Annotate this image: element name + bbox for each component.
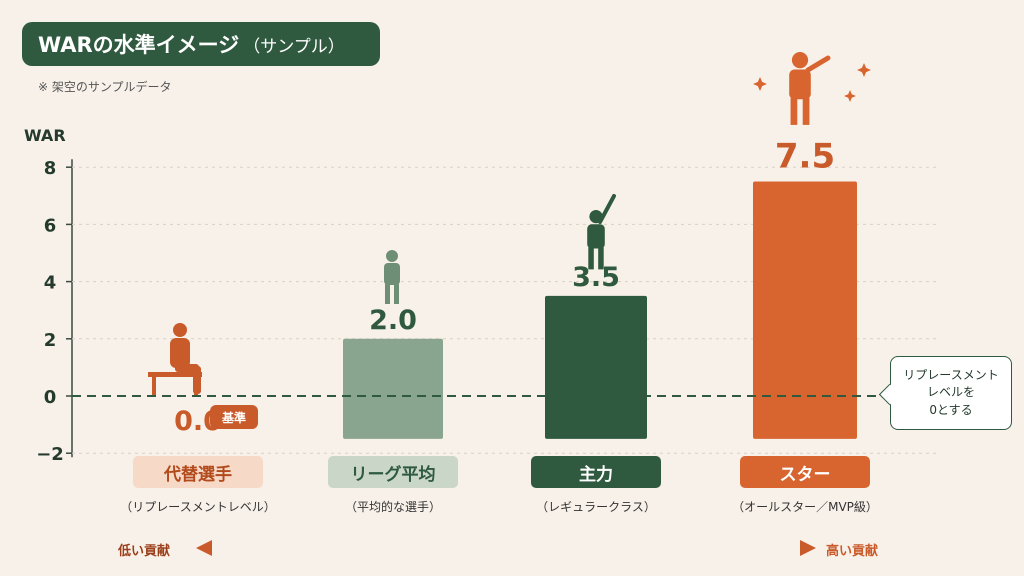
bat bbox=[805, 55, 831, 73]
player-shin bbox=[193, 366, 201, 394]
player-leg bbox=[802, 97, 810, 125]
category-sublabel: （リプレースメントレベル） bbox=[120, 500, 276, 514]
y-tick-label: 4 bbox=[44, 273, 57, 294]
seated-player-icon bbox=[148, 323, 202, 395]
category-sublabel: （レギュラークラス） bbox=[536, 500, 656, 514]
player-leg bbox=[598, 247, 604, 270]
player-leg bbox=[385, 284, 390, 304]
bat bbox=[598, 194, 616, 224]
star-batter-icon bbox=[753, 52, 871, 125]
value-label: 3.5 bbox=[572, 262, 620, 293]
baseline-badge: 基準 bbox=[210, 405, 258, 429]
player-body bbox=[789, 69, 811, 100]
y-tick-label: 6 bbox=[44, 215, 57, 236]
bar bbox=[343, 338, 443, 439]
category-label: リーグ平均 bbox=[328, 456, 458, 488]
player-body bbox=[587, 224, 605, 249]
batter-icon bbox=[587, 194, 616, 270]
arrow-right-icon bbox=[800, 540, 816, 556]
player-leg bbox=[394, 284, 399, 304]
value-label: 7.5 bbox=[775, 137, 835, 177]
player-body bbox=[170, 338, 190, 368]
bar bbox=[753, 181, 857, 439]
sparkle-icon bbox=[844, 90, 856, 102]
player-head bbox=[791, 52, 809, 69]
category-label: スター bbox=[740, 456, 870, 488]
sample-note: ※ 架空のサンプルデータ bbox=[38, 80, 172, 94]
bench-seat bbox=[148, 372, 202, 377]
callout-text: リプレースメント レベルを 0とする bbox=[903, 367, 999, 417]
y-tick-label: 0 bbox=[44, 387, 57, 408]
player-leg bbox=[790, 97, 798, 125]
category-label: 代替選手 bbox=[133, 456, 263, 488]
y-axis-label: WAR bbox=[24, 126, 66, 145]
sparkle-icon bbox=[857, 63, 871, 77]
y-tick-label: −2 bbox=[36, 444, 64, 465]
category-label: 主力 bbox=[531, 456, 661, 488]
title-main: WARの水準イメージ bbox=[38, 33, 240, 57]
standing-player-icon bbox=[384, 250, 400, 304]
high-contribution-label: 高い貢献 bbox=[826, 544, 879, 559]
bench-leg bbox=[152, 377, 156, 395]
category-sublabel: （平均的な選手） bbox=[344, 500, 441, 514]
chart-title: WARの水準イメージ （サンプル） bbox=[22, 22, 380, 66]
value-label: 2.0 bbox=[369, 305, 417, 336]
title-paren: （サンプル） bbox=[243, 36, 345, 57]
arrow-left-icon bbox=[196, 540, 212, 556]
replacement-callout: リプレースメント レベルを 0とする bbox=[890, 356, 1012, 430]
player-body bbox=[384, 263, 400, 285]
player-leg bbox=[588, 247, 594, 270]
bar bbox=[545, 295, 647, 439]
category-sublabel: （オールスター／MVP級） bbox=[732, 500, 878, 514]
sparkle-icon bbox=[753, 77, 767, 91]
y-tick-label: 2 bbox=[44, 330, 57, 351]
y-tick-label: 8 bbox=[44, 158, 57, 179]
player-head bbox=[386, 250, 398, 262]
low-contribution-label: 低い貢献 bbox=[118, 544, 171, 559]
player-head bbox=[173, 323, 187, 337]
